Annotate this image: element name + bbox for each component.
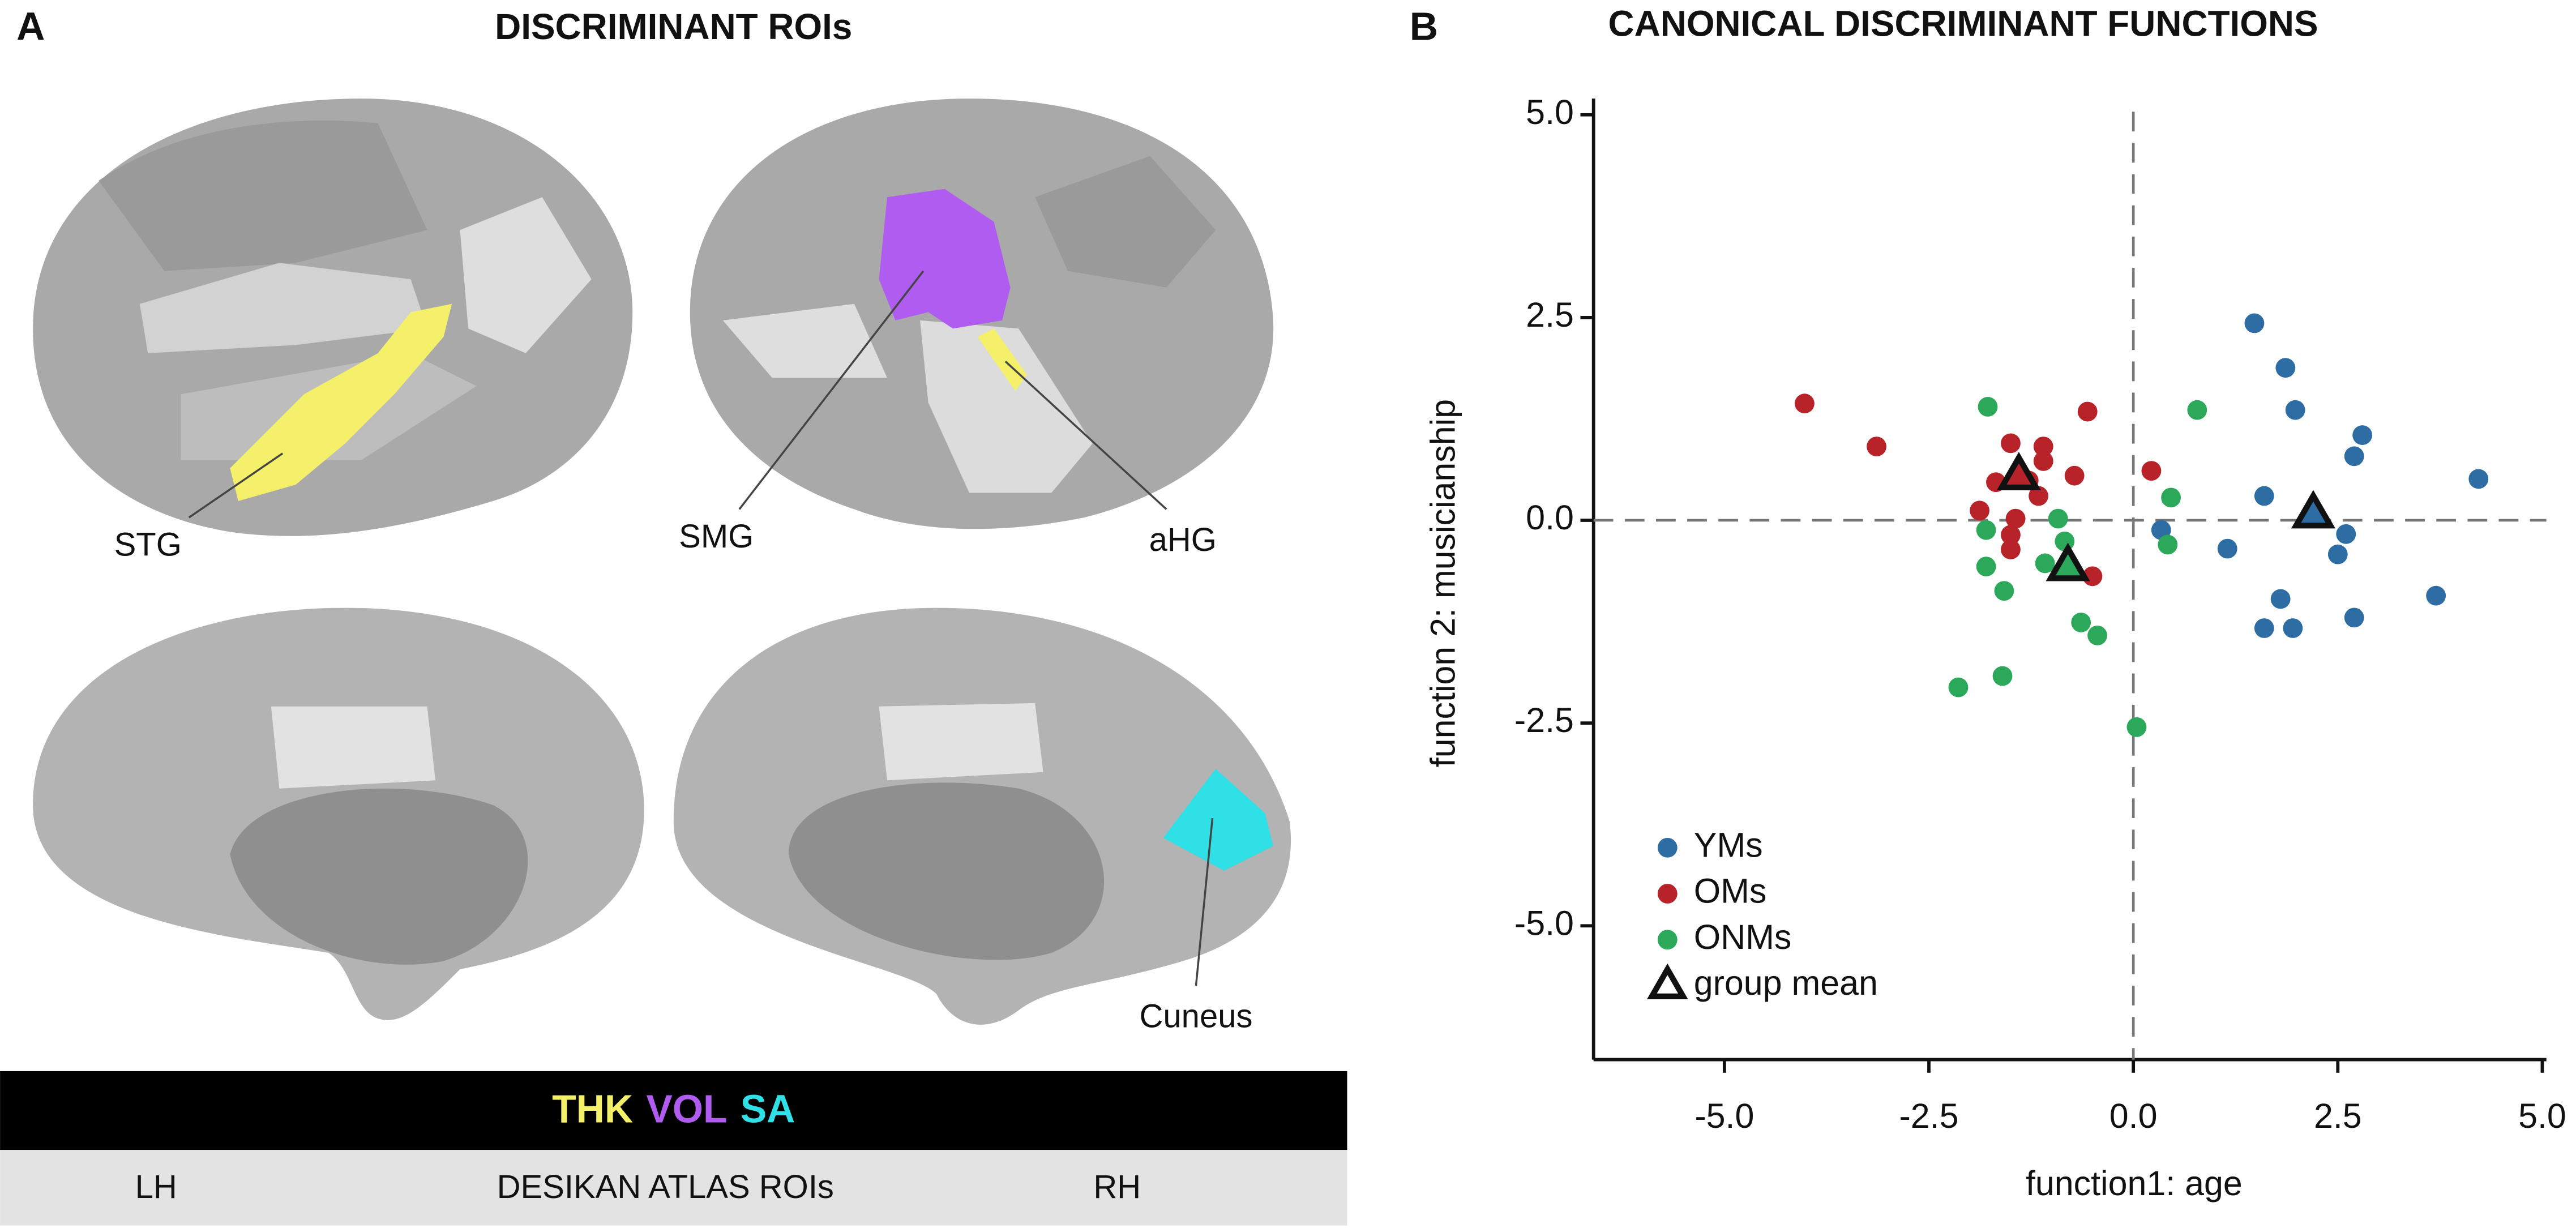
- point: [2254, 486, 2274, 506]
- point: [1992, 666, 2013, 686]
- point: [2336, 524, 2356, 544]
- point: [2029, 486, 2048, 506]
- leader-lines: [188, 270, 1214, 986]
- footer-label: LH: [135, 1169, 177, 1205]
- point: [2254, 618, 2274, 638]
- brain-medial-right: [673, 607, 1291, 1025]
- legend-label: group mean: [1694, 964, 1878, 1002]
- point: [1976, 557, 1996, 577]
- legend-marker: [1657, 837, 1678, 858]
- point: [1795, 393, 1815, 414]
- point: [1994, 581, 2014, 601]
- y-tick-label: -5.0: [1514, 904, 1574, 942]
- point: [2217, 538, 2237, 559]
- point: [2426, 585, 2446, 606]
- point: [2244, 313, 2265, 333]
- point: [2344, 607, 2364, 628]
- panel-title: DISCRIMINANT ROIs: [495, 6, 852, 47]
- x-tick-label: -5.0: [1694, 1097, 1754, 1135]
- point: [2001, 525, 2021, 545]
- y-axis-label: function 2: musicianship: [1424, 399, 1462, 767]
- x-axis-label: function1: age: [2026, 1164, 2243, 1203]
- point: [2055, 531, 2075, 551]
- point: [2352, 425, 2373, 445]
- x-tick-label: -2.5: [1899, 1097, 1959, 1135]
- point: [2033, 451, 2053, 471]
- group-mean: [2046, 542, 2090, 581]
- point: [2001, 433, 2021, 453]
- point: [2126, 717, 2147, 737]
- legend-label: OMs: [1694, 872, 1767, 910]
- measure-legend: THK VOL SA: [552, 1087, 795, 1131]
- footer-label: DESIKAN ATLAS ROIs: [497, 1169, 834, 1205]
- point: [2082, 566, 2103, 587]
- point: [1978, 397, 1998, 417]
- point: [2161, 487, 2181, 508]
- group-mean: [2291, 490, 2336, 529]
- measure-word: THK: [552, 1087, 633, 1131]
- chart-title: CANONICAL DISCRIMINANT FUNCTIONS: [1608, 3, 2318, 44]
- roi-label: aHG: [1149, 521, 1217, 558]
- point: [1976, 520, 1996, 540]
- point: [2327, 544, 2348, 564]
- footer-label: RH: [1093, 1169, 1141, 1205]
- point: [1867, 437, 1886, 457]
- point: [2001, 540, 2021, 559]
- measure-bar: [0, 1071, 1347, 1150]
- roi-label: Cuneus: [1140, 998, 1253, 1034]
- plot: -5.0 -2.5 0.0 2.5 5.0 -5.0 -2.5 0.0 2.5 5.0 YMs OMs…: [1514, 93, 2566, 1135]
- point: [2283, 618, 2303, 638]
- roi-label: SMG: [679, 518, 754, 555]
- point: [2033, 437, 2053, 457]
- point: [2158, 534, 2178, 555]
- brain-lateral-left: [33, 99, 633, 536]
- point: [2344, 446, 2364, 467]
- point: [2270, 589, 2291, 609]
- roi-label: STG: [114, 527, 182, 563]
- brain-lateral-right: [690, 99, 1274, 529]
- brain-medial-left: [33, 607, 644, 1020]
- y-tick-label: 2.5: [1526, 296, 1574, 334]
- point: [2071, 613, 2091, 632]
- x-tick-label: 5.0: [2518, 1097, 2566, 1135]
- y-tick-label: 5.0: [1526, 93, 1574, 131]
- point: [2005, 508, 2026, 529]
- panel-letter: A: [16, 5, 45, 49]
- point: [1970, 500, 1989, 521]
- point: [2275, 358, 2296, 378]
- legend-marker: [1657, 884, 1678, 904]
- x-tick-label: 2.5: [2314, 1097, 2362, 1135]
- group-mean: [1996, 452, 2042, 491]
- point: [2064, 465, 2085, 486]
- footer-strip: [0, 1150, 1347, 1226]
- legend-marker: [1657, 930, 1678, 950]
- y-tick-label: -2.5: [1514, 701, 1574, 739]
- y-tick-label: 0.0: [1526, 498, 1574, 537]
- point: [2035, 553, 2055, 574]
- point: [2187, 400, 2207, 420]
- point: [2468, 469, 2489, 489]
- point: [2077, 401, 2098, 422]
- panel-letter: B: [1410, 5, 1438, 49]
- legend-label: ONMs: [1694, 918, 1792, 956]
- legend-marker: [1646, 963, 1688, 999]
- x-tick-label: 0.0: [2109, 1097, 2158, 1135]
- point: [2048, 508, 2068, 529]
- point: [2141, 461, 2162, 481]
- point: [2087, 625, 2108, 645]
- measure-word: SA: [741, 1087, 795, 1131]
- point: [1948, 677, 1969, 698]
- point: [2285, 400, 2305, 420]
- legend-label: YMs: [1694, 825, 1763, 864]
- measure-word: VOL: [646, 1087, 727, 1131]
